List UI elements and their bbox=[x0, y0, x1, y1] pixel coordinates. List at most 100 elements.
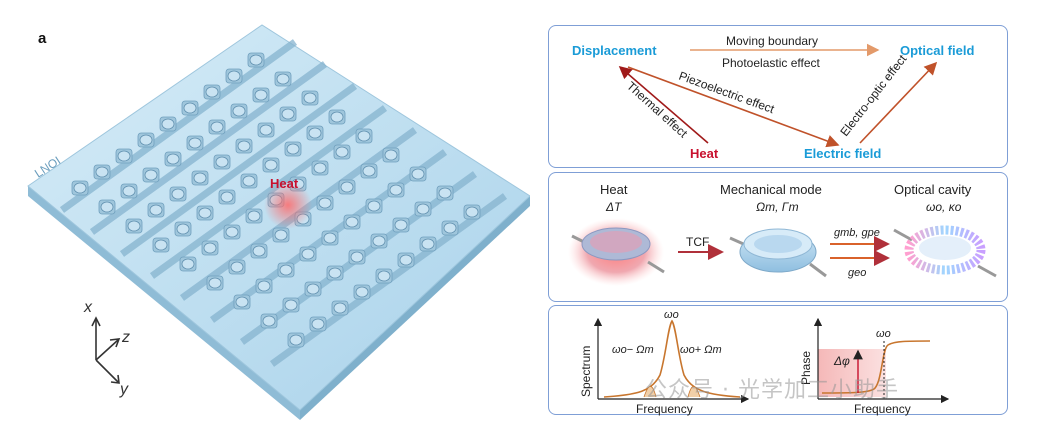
resonator-disk bbox=[139, 134, 153, 146]
arrow-electro-optic bbox=[859, 61, 938, 144]
resonator-disk bbox=[279, 264, 293, 276]
label-moving-boundary: Moving boundary bbox=[726, 34, 818, 48]
resonator-disk bbox=[183, 102, 197, 114]
chip-illustration: LNOI Heat x z y bbox=[27, 24, 530, 420]
resonator-disk bbox=[198, 207, 212, 219]
panel-d-box bbox=[548, 305, 1008, 415]
resonator-disk bbox=[259, 124, 273, 136]
resonator-disk bbox=[154, 239, 168, 251]
resonator-disk bbox=[203, 242, 217, 254]
tcf-label: TCF bbox=[686, 235, 709, 249]
chip-side bbox=[28, 186, 300, 420]
resonator-disk bbox=[215, 156, 229, 168]
spectrum-peak-label: ωo bbox=[664, 309, 679, 321]
resonator-disk bbox=[345, 216, 359, 228]
resonator-disk bbox=[357, 130, 371, 142]
resonator-disk bbox=[262, 315, 276, 327]
resonator-disk bbox=[318, 197, 332, 209]
mech-title: Mechanical mode bbox=[720, 182, 822, 197]
resonator-disk bbox=[181, 258, 195, 270]
resonator-disk bbox=[232, 105, 246, 117]
resonator-disk bbox=[247, 210, 261, 222]
coordinate-axes bbox=[91, 316, 121, 384]
resonator-disk bbox=[438, 187, 452, 199]
resonator-disk bbox=[210, 121, 224, 133]
resonator-disk bbox=[227, 70, 241, 82]
resonator-disk bbox=[333, 302, 347, 314]
label-electro-optic: Electro-optic effect bbox=[837, 52, 909, 139]
label-piezoelectric: Piezoelectric effect bbox=[677, 69, 777, 117]
resonator-disk bbox=[205, 86, 219, 98]
resonator-disk bbox=[328, 267, 342, 279]
resonator-disk bbox=[340, 181, 354, 193]
phase-delta-label: Δφ bbox=[833, 354, 850, 368]
resonator-disk bbox=[161, 118, 175, 130]
heat-disk-leg-right bbox=[647, 260, 665, 274]
resonator-disk bbox=[421, 238, 435, 250]
resonator-disk bbox=[208, 277, 222, 289]
resonator-disk bbox=[276, 73, 290, 85]
node-optical-field: Optical field bbox=[900, 43, 974, 58]
resonator-disk bbox=[220, 191, 234, 203]
resonator-disk bbox=[306, 283, 320, 295]
node-heat: Heat bbox=[690, 146, 719, 161]
resonator-disk bbox=[416, 203, 430, 215]
resonator-disk bbox=[281, 108, 295, 120]
resonator-disk bbox=[257, 280, 271, 292]
heat-label: Heat bbox=[270, 176, 299, 191]
mech-params: Ωm, Γm bbox=[756, 200, 799, 214]
spectrum-sideband-right bbox=[687, 386, 701, 398]
coupling-upper-label: gmb, gpe bbox=[834, 227, 880, 239]
resonator-disk bbox=[289, 334, 303, 346]
resonator-disk bbox=[230, 261, 244, 273]
resonator-disk bbox=[308, 127, 322, 139]
resonator-disk bbox=[188, 137, 202, 149]
optical-title: Optical cavity bbox=[894, 182, 972, 197]
coupling-lower-label: geo bbox=[848, 267, 866, 279]
axis-y-label: y bbox=[119, 381, 129, 398]
resonator-disk bbox=[242, 175, 256, 187]
resonator-disk bbox=[237, 140, 251, 152]
resonator-disk bbox=[176, 223, 190, 235]
spectrum-sideband-left bbox=[643, 386, 657, 398]
node-electric-field: Electric field bbox=[804, 146, 881, 161]
arrow-thermal bbox=[618, 65, 709, 144]
resonator-disk bbox=[372, 235, 386, 247]
resonator-disk bbox=[286, 143, 300, 155]
spectrum-ylabel: Spectrum bbox=[579, 346, 593, 397]
panel-a-letter: a bbox=[38, 30, 47, 47]
resonator-disk bbox=[274, 229, 288, 241]
axis-x-label: x bbox=[83, 299, 93, 316]
coupling-diagram: Displacement Optical field Electric fiel… bbox=[572, 34, 974, 161]
resonator-disk bbox=[311, 318, 325, 330]
resonator-disk bbox=[235, 296, 249, 308]
mech-disk-center bbox=[754, 235, 802, 253]
resonator-disk bbox=[394, 219, 408, 231]
resonator-disk bbox=[264, 159, 278, 171]
resonator-disk bbox=[313, 162, 327, 174]
resonator-disk bbox=[117, 150, 131, 162]
resonator-disk bbox=[144, 169, 158, 181]
resonator-disk bbox=[100, 201, 114, 213]
arrow-piezoelectric bbox=[627, 66, 840, 148]
process-diagram: Heat ΔT TCF Mechanical mode Ωm, Γm gmb, … bbox=[568, 182, 997, 286]
phase-ylabel: Phase bbox=[799, 351, 813, 385]
resonator-disk bbox=[254, 89, 268, 101]
resonator-disk bbox=[95, 166, 109, 178]
node-displacement: Displacement bbox=[572, 43, 657, 58]
mech-disk-leg-right bbox=[809, 262, 827, 278]
ring-leg-right bbox=[977, 264, 997, 278]
resonator-disk bbox=[127, 220, 141, 232]
resonator-disk bbox=[465, 206, 479, 218]
label-photoelastic: Photoelastic effect bbox=[722, 56, 821, 70]
resonator-disk bbox=[284, 299, 298, 311]
heat-delta-t: ΔT bbox=[605, 200, 623, 214]
chip-side-right bbox=[300, 196, 530, 420]
ring-leg-left bbox=[893, 228, 913, 242]
resonator-disk bbox=[362, 165, 376, 177]
resonator-disk bbox=[330, 111, 344, 123]
optical-ring-outer bbox=[904, 225, 986, 275]
resonator-disk bbox=[350, 251, 364, 263]
phase-xlabel: Frequency bbox=[854, 402, 911, 416]
optical-ring-inner bbox=[919, 236, 971, 260]
